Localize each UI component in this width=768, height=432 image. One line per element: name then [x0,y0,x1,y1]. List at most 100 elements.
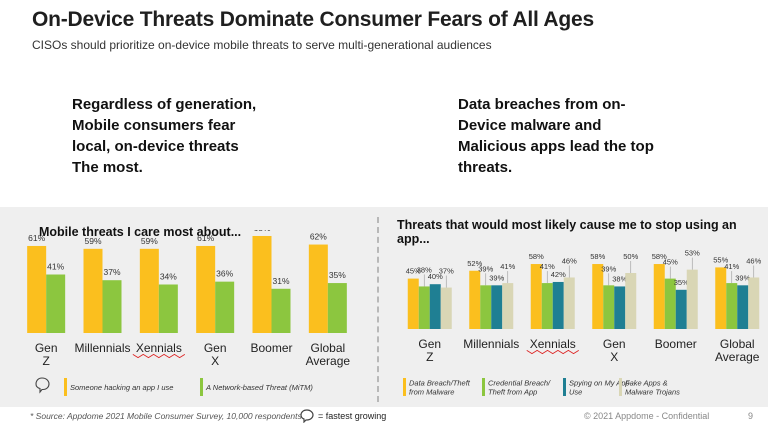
bar [563,277,575,329]
callout-left-line: Regardless of generation, [72,96,257,113]
data-label: 31% [272,276,289,286]
category-label: Xennials [136,341,182,355]
chart-left: 61%41%GenZ59%37%Millennials59%34%Xennial… [27,230,351,396]
bar [196,245,216,333]
data-label: 36% [216,269,233,279]
data-label: 62% [310,232,327,242]
data-label: 41% [47,262,64,272]
data-label: 39% [478,264,493,273]
legend-swatch [482,378,485,396]
bar [327,283,347,333]
bar [502,283,514,329]
category-label: Z [426,350,433,364]
category-label: Gen [204,341,227,355]
bar [715,267,727,329]
data-label: 50% [623,252,638,261]
category-label: X [211,354,219,368]
category-label: Gen [603,337,626,351]
bar [418,286,430,329]
bar [480,285,492,329]
data-label: 39% [735,273,750,282]
data-label: 61% [197,233,214,243]
data-label: 55% [713,255,728,264]
callout-left-line: Mobile consumers fear [72,117,236,134]
data-label: 59% [141,236,158,246]
data-label: 59% [84,236,101,246]
bar [102,280,122,333]
callout-right-line: Data breaches from on- [458,96,626,113]
data-label: 58% [652,252,667,261]
data-label: 39% [601,264,616,273]
data-label: 41% [500,262,515,271]
data-label: 39% [489,273,504,282]
data-label: 46% [562,256,577,265]
callout-left-line: local, on-device threats [72,138,239,155]
bar [686,269,698,329]
page-title: On-Device Threats Dominate Consumer Fear… [32,8,594,31]
category-label: Gen [35,341,58,355]
bar [530,264,542,329]
bar [407,278,419,329]
category-label: Z [42,354,49,368]
chart-title-right: Threats that would most likely cause me … [397,218,737,246]
bar [592,264,604,329]
data-label: 58% [590,252,605,261]
bar [46,274,66,333]
callout-right-line: Device malware and [458,117,602,134]
legend-label: Theft from App [488,388,537,397]
data-label: 68% [253,230,270,233]
category-label: X [610,350,618,364]
bar [491,285,503,329]
footer-key: = fastest growing [318,411,387,421]
data-label: 41% [540,262,555,271]
footer-copyright: © 2021 Appdome - Confidential [584,411,710,421]
bar [252,235,272,333]
legend-label: from Malware [409,388,454,397]
bar [664,278,676,329]
category-label: Global [720,337,755,351]
category-label: Average [715,350,760,364]
legend-swatch [619,378,622,396]
page-number: 9 [748,411,754,421]
legend-label: Use [569,388,582,397]
data-label: 38% [417,265,432,274]
fastest-growing-icon [35,377,50,394]
data-label: 34% [160,271,177,281]
bar [139,248,159,333]
bar [614,286,626,329]
category-label: Xennials [530,337,576,351]
fastest-growing-icon [300,409,314,423]
bar [726,283,738,329]
data-label: 58% [529,252,544,261]
category-label: Global [310,341,345,355]
data-label: 40% [428,272,443,281]
spellcheck-underline [132,353,186,359]
data-label: 35% [329,270,346,280]
bar [653,264,665,329]
callout-right: Data breaches from on- Device malware an… [458,94,678,178]
data-label: 53% [685,249,700,258]
legend-label: Data Breach/Theft [409,379,471,388]
data-label: 46% [746,256,761,265]
legend-swatch [64,378,67,396]
category-label: Boomer [655,337,697,351]
data-label: 37% [439,267,454,276]
category-label: Average [306,354,351,368]
category-label: Boomer [250,341,292,355]
legend-label: Someone hacking an app I use [70,383,173,392]
legend-label: Fake Apps & [625,379,668,388]
data-label: 45% [663,258,678,267]
footer-source: * Source: Appdome 2021 Mobile Consumer S… [30,411,302,421]
legend-swatch [403,378,406,396]
callout-right-line: Malicious apps lead the top [458,138,654,155]
bar [429,284,441,329]
bar [158,284,178,333]
data-label: 38% [612,274,627,283]
page-subtitle: CISOs should prioritize on-device mobile… [32,38,492,52]
bar [440,287,452,329]
callout-left-line: The most. [72,159,143,176]
legend-swatch [200,378,203,396]
data-label: 35% [674,278,689,287]
legend-label: Credential Breach/ [488,379,551,388]
category-label: Millennials [463,337,519,351]
